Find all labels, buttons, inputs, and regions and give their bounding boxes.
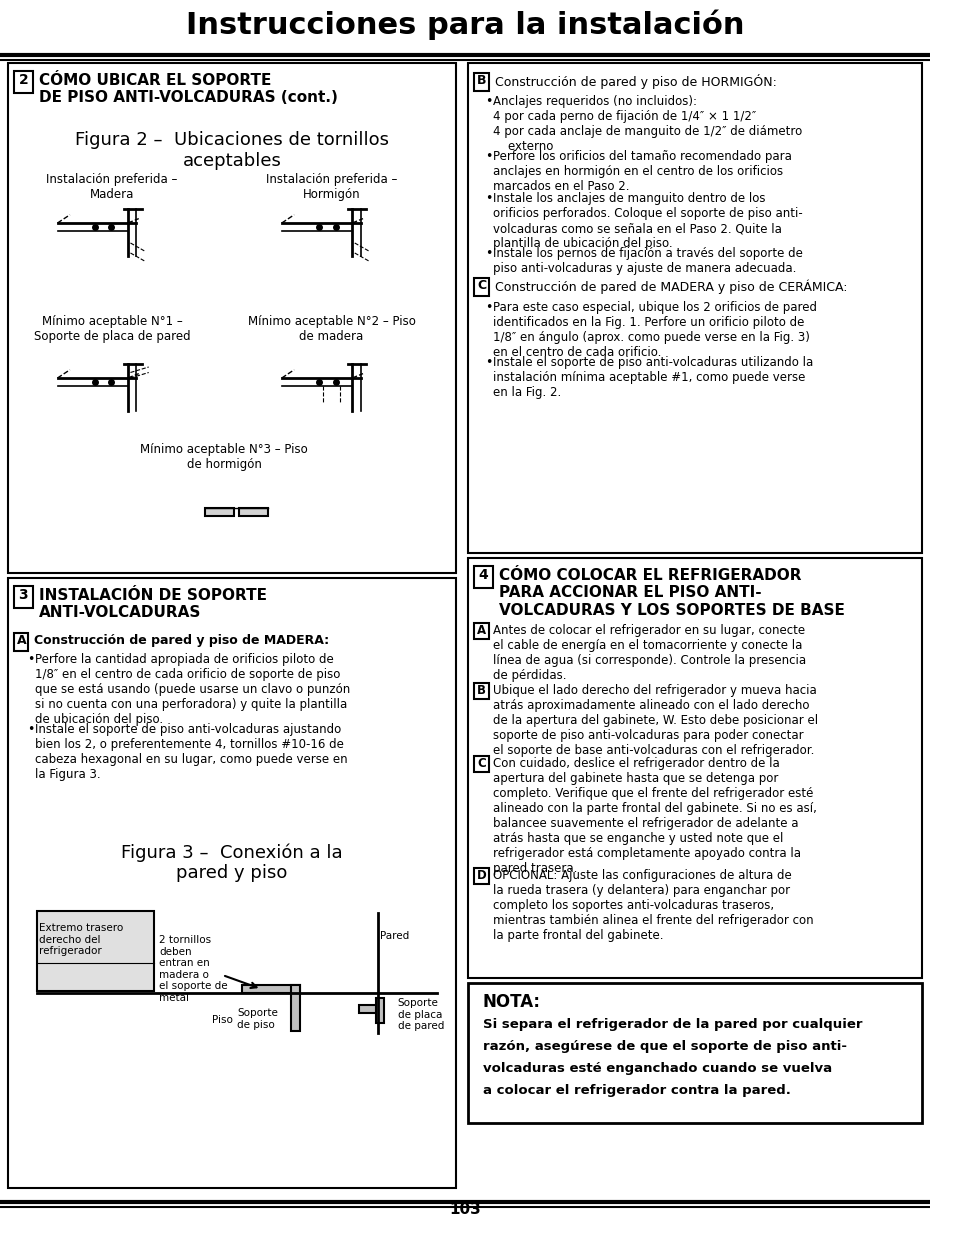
Text: •: • [485, 247, 493, 261]
Bar [474, 278, 489, 296]
Text: C: C [476, 279, 486, 291]
Bar [37, 911, 153, 990]
Bar [8, 63, 456, 573]
Text: •: • [28, 653, 34, 666]
Text: Instale el soporte de piso anti-volcaduras utilizando la
instalación mínima acep: Instale el soporte de piso anti-volcadur… [493, 356, 813, 399]
Bar [238, 508, 268, 516]
Text: Figura 3 –  Conexión a la
pared y piso: Figura 3 – Conexión a la pared y piso [121, 844, 342, 882]
Text: Antes de colocar el refrigerador en su lugar, conecte
el cable de energía en el : Antes de colocar el refrigerador en su l… [493, 624, 805, 682]
Text: Soporte
de placa
de pared: Soporte de placa de pared [397, 998, 444, 1031]
Bar [13, 70, 33, 93]
Text: Mínimo aceptable N°3 – Piso
de hormigón: Mínimo aceptable N°3 – Piso de hormigón [140, 443, 308, 471]
Text: •: • [485, 95, 493, 107]
Text: Pared: Pared [380, 931, 409, 941]
Text: Piso: Piso [212, 1015, 233, 1025]
Bar [358, 1005, 378, 1013]
Text: Construcción de pared de MADERA y piso de CERÁMICA:: Construcción de pared de MADERA y piso d… [495, 279, 847, 294]
Text: •: • [28, 722, 34, 736]
Text: Instale los anclajes de manguito dentro de los
orificios perforados. Coloque el : Instale los anclajes de manguito dentro … [493, 191, 802, 249]
Text: Mínimo aceptable N°2 – Piso
de madera: Mínimo aceptable N°2 – Piso de madera [248, 315, 415, 343]
Bar [474, 73, 489, 91]
Text: Extremo trasero
derecho del
refrigerador: Extremo trasero derecho del refrigerador [39, 923, 123, 956]
Text: Instalación preferida –
Madera: Instalación preferida – Madera [47, 173, 177, 201]
Text: •: • [485, 356, 493, 369]
Text: A: A [16, 634, 27, 647]
Text: 4: 4 [478, 568, 488, 582]
Text: INSTALACIÓN DE SOPORTE
ANTI-VOLCADURAS: INSTALACIÓN DE SOPORTE ANTI-VOLCADURAS [39, 588, 267, 620]
Text: B: B [476, 684, 486, 697]
Bar [468, 983, 922, 1123]
Bar [376, 998, 384, 1023]
Text: Construcción de pared y piso de HORMIGÓN:: Construcción de pared y piso de HORMIGÓN… [495, 74, 777, 89]
Text: Con cuidado, deslice el refrigerador dentro de la
apertura del gabinete hasta qu: Con cuidado, deslice el refrigerador den… [493, 757, 817, 876]
Text: •: • [485, 149, 493, 163]
Text: razón, asegúrese de que el soporte de piso anti-: razón, asegúrese de que el soporte de pi… [482, 1040, 845, 1053]
Text: Para este caso especial, ubique los 2 orificios de pared
identificados en la Fig: Para este caso especial, ubique los 2 or… [493, 301, 817, 359]
Bar [474, 622, 488, 638]
Bar [474, 683, 488, 699]
Bar [474, 566, 493, 588]
Text: volcaduras esté enganchado cuando se vuelva: volcaduras esté enganchado cuando se vue… [482, 1062, 831, 1074]
Text: Perfore los orificios del tamaño recomendado para
anclajes en hormigón en el cen: Perfore los orificios del tamaño recomen… [493, 149, 791, 193]
Bar [291, 986, 300, 1031]
Text: Si separa el refrigerador de la pared por cualquier: Si separa el refrigerador de la pared po… [482, 1018, 862, 1031]
Bar [468, 63, 922, 553]
Text: A: A [476, 624, 486, 637]
Text: 3: 3 [18, 588, 29, 601]
Text: Instrucciones para la instalación: Instrucciones para la instalación [186, 10, 743, 41]
Text: B: B [476, 74, 486, 86]
Bar [8, 578, 456, 1188]
Text: Ubique el lado derecho del refrigerador y mueva hacia
atrás aproximadamente alin: Ubique el lado derecho del refrigerador … [493, 684, 818, 757]
Text: D: D [476, 869, 486, 882]
Text: Instale los pernos de fijación a través del soporte de
piso anti-volcaduras y aj: Instale los pernos de fijación a través … [493, 247, 802, 275]
Text: Construcción de pared y piso de MADERA:: Construcción de pared y piso de MADERA: [34, 634, 329, 647]
Text: CÓMO UBICAR EL SOPORTE
DE PISO ANTI-VOLCADURAS (cont.): CÓMO UBICAR EL SOPORTE DE PISO ANTI-VOLC… [39, 73, 337, 105]
Text: Mínimo aceptable N°1 –
Soporte de placa de pared: Mínimo aceptable N°1 – Soporte de placa … [33, 315, 191, 343]
Bar [474, 868, 488, 884]
Text: Figura 2 –  Ubicaciones de tornillos
aceptables: Figura 2 – Ubicaciones de tornillos acep… [75, 131, 389, 169]
Bar [205, 508, 233, 516]
Text: Instalación preferida –
Hormigón: Instalación preferida – Hormigón [266, 173, 396, 201]
Bar [13, 634, 29, 651]
Bar [474, 756, 488, 772]
Text: C: C [476, 757, 486, 769]
Text: Instale el soporte de piso anti-volcaduras ajustando
bien los 2, o preferentemen: Instale el soporte de piso anti-volcadur… [35, 722, 347, 781]
Text: OPCIONAL: Ajuste las configuraciones de altura de
la rueda trasera (y delantera): OPCIONAL: Ajuste las configuraciones de … [493, 869, 813, 942]
Bar [468, 558, 922, 978]
Text: •: • [485, 301, 493, 314]
Text: •: • [485, 191, 493, 205]
Text: NOTA:: NOTA: [482, 993, 540, 1011]
Text: 103: 103 [449, 1202, 480, 1216]
Text: Perfore la cantidad apropiada de orificios piloto de
1/8″ en el centro de cada o: Perfore la cantidad apropiada de orifici… [35, 653, 350, 726]
Text: Anclajes requeridos (no incluidos):
4 por cada perno de fijación de 1/4″ × 1 1/2: Anclajes requeridos (no incluidos): 4 po… [493, 95, 801, 153]
Bar [13, 585, 33, 608]
Text: 2: 2 [18, 73, 29, 86]
Bar [241, 986, 300, 993]
Text: a colocar el refrigerador contra la pared.: a colocar el refrigerador contra la pare… [482, 1084, 790, 1097]
Text: Soporte
de piso: Soporte de piso [236, 1008, 277, 1030]
Text: CÓMO COLOCAR EL REFRIGERADOR
PARA ACCIONAR EL PISO ANTI-
VOLCADURAS Y LOS SOPORT: CÓMO COLOCAR EL REFRIGERADOR PARA ACCION… [498, 568, 844, 618]
Text: 2 tornillos
deben
entran en
madera o
el soporte de
metal: 2 tornillos deben entran en madera o el … [159, 935, 228, 1003]
